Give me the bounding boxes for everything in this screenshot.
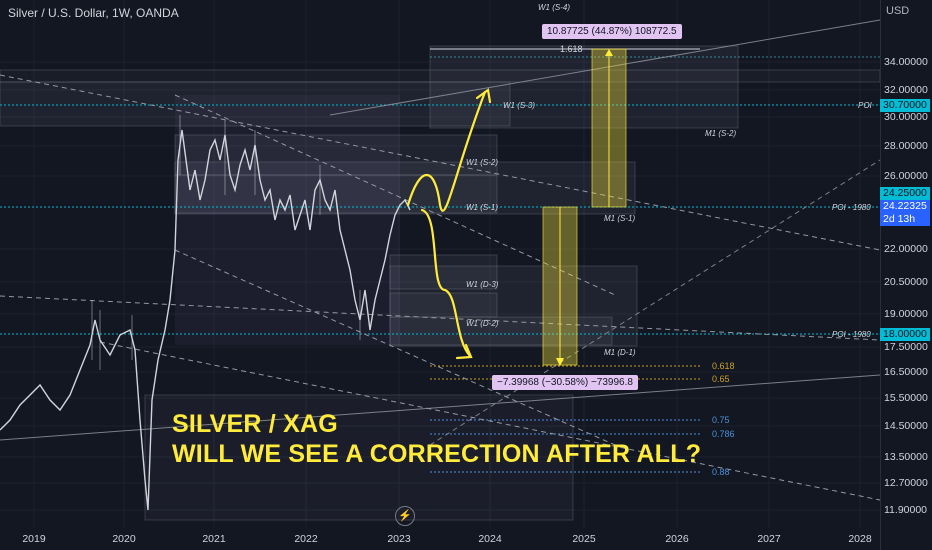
zone-label-w1-d2: W1 (D-2)	[466, 319, 499, 328]
poi-lower-price-tag: 18.00000	[880, 328, 930, 341]
y-tick: 26.00000	[884, 170, 928, 182]
symbol-title[interactable]: Silver / U.S. Dollar, 1W, OANDA	[8, 6, 179, 20]
x-tick: 2020	[112, 533, 136, 545]
x-tick: 2028	[848, 533, 872, 545]
y-tick: 13.50000	[884, 451, 928, 463]
fib-label-088: 0.88	[712, 467, 730, 477]
fib-label-0786: 0.786	[712, 429, 735, 439]
y-tick: 17.50000	[884, 341, 928, 353]
x-tick: 2021	[202, 533, 226, 545]
current-price-tag: 24.22325	[880, 200, 930, 213]
zone-label-m1-s1: M1 (S-1)	[604, 214, 635, 223]
currency-label[interactable]: USD	[886, 5, 910, 17]
fib-label-065: 0.65	[712, 374, 730, 384]
y-tick: 32.00000	[884, 84, 928, 96]
poi-mid-price-tag: 24.25000	[880, 187, 930, 200]
x-tick: 2027	[757, 533, 781, 545]
x-tick: 2022	[294, 533, 318, 545]
poi-upper-price-tag: 30.70000	[880, 99, 930, 112]
price-series	[0, 129, 411, 511]
zone-label-w1-d3: W1 (D-3)	[466, 280, 499, 289]
lightning-icon[interactable]: ⚡	[395, 506, 415, 526]
zone-label-w1-s2: W1 (S-2)	[466, 158, 498, 167]
zone-label-m1-s2: M1 (S-2)	[705, 129, 736, 138]
x-tick: 2019	[22, 533, 46, 545]
zone-label-w1-s3: W1 (S-3)	[503, 101, 535, 110]
poi-label-lower: POI - 1980	[832, 330, 871, 339]
headline-line1: SILVER / XAG	[172, 410, 338, 438]
fib-label-0618: 0.618	[712, 361, 735, 371]
y-tick: 20.50000	[884, 276, 928, 288]
y-tick: 14.50000	[884, 420, 928, 432]
y-tick: 19.00000	[884, 308, 928, 320]
x-tick: 2026	[665, 533, 689, 545]
y-tick: 30.00000	[884, 111, 928, 123]
headline-line2: WILL WE SEE A CORRECTION AFTER ALL?	[172, 440, 702, 468]
poi-label-upper: POI	[858, 101, 873, 110]
y-tick: 28.00000	[884, 140, 928, 152]
fib-label-1618: 1.618	[560, 44, 583, 54]
y-tick: 22.00000	[884, 243, 928, 255]
fib-label-075: 0.75	[712, 415, 730, 425]
x-tick: 2024	[478, 533, 502, 545]
y-tick: 16.50000	[884, 366, 928, 378]
y-tick: 34.00000	[884, 56, 928, 68]
zone-label-w1-s1: W1 (S-1)	[466, 203, 498, 212]
poi-label-mid: POI - 1980	[832, 203, 871, 212]
supply-demand-zones	[0, 45, 881, 521]
y-tick: 11.90000	[884, 504, 928, 516]
zone-label-w1-s4: W1 (S-4)	[538, 3, 570, 12]
zone-label-m1-d1: M1 (D-1)	[604, 348, 636, 357]
price-axis[interactable]	[880, 0, 932, 550]
y-tick: 15.50000	[884, 392, 928, 404]
measure-down-box: −7.39968 (−30.58%) −73996.8	[492, 375, 638, 390]
x-tick: 2023	[387, 533, 411, 545]
measure-up-box: 10.87725 (44.87%) 108772.5	[542, 24, 682, 39]
countdown-tag: 2d 13h	[880, 213, 930, 226]
x-tick: 2025	[572, 533, 596, 545]
y-tick: 12.70000	[884, 477, 928, 489]
projection-arrows	[406, 88, 492, 360]
